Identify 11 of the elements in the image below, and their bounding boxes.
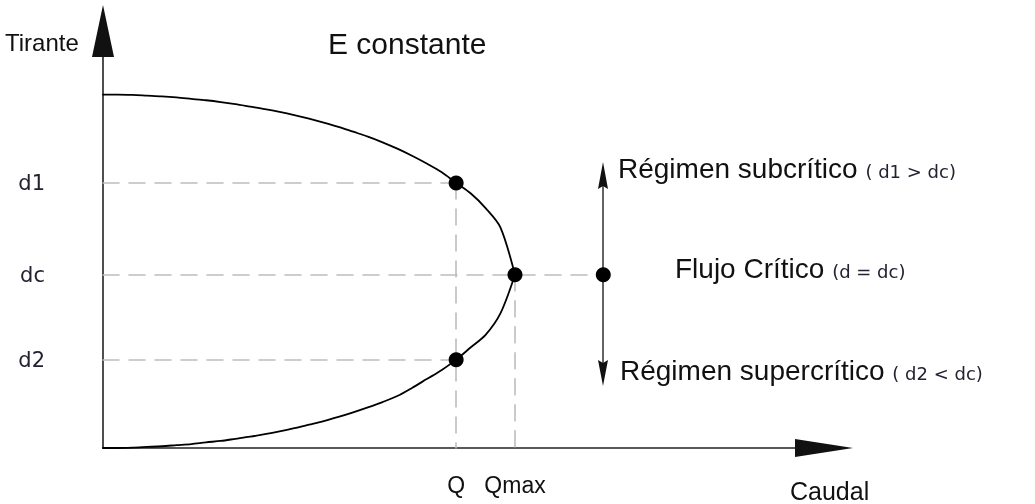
x-tick-label: Q: [447, 471, 466, 498]
x-axis-title: Caudal: [790, 476, 870, 504]
ref-line-label: dc: [20, 262, 45, 287]
ref-line-label: d2: [18, 347, 45, 372]
annotation: Flujo Crítico (d = dc): [675, 252, 906, 284]
x-tick-label: Qmax: [484, 471, 547, 498]
y-axis-title: Tirante: [5, 28, 79, 56]
annotation: Régimen supercrítico ( d2 < dc): [620, 354, 983, 386]
annotation: Régimen subcrítico ( d1 > dc): [618, 152, 956, 184]
ref-line-label: d1: [18, 170, 45, 195]
chart-title: E constante: [328, 26, 487, 60]
